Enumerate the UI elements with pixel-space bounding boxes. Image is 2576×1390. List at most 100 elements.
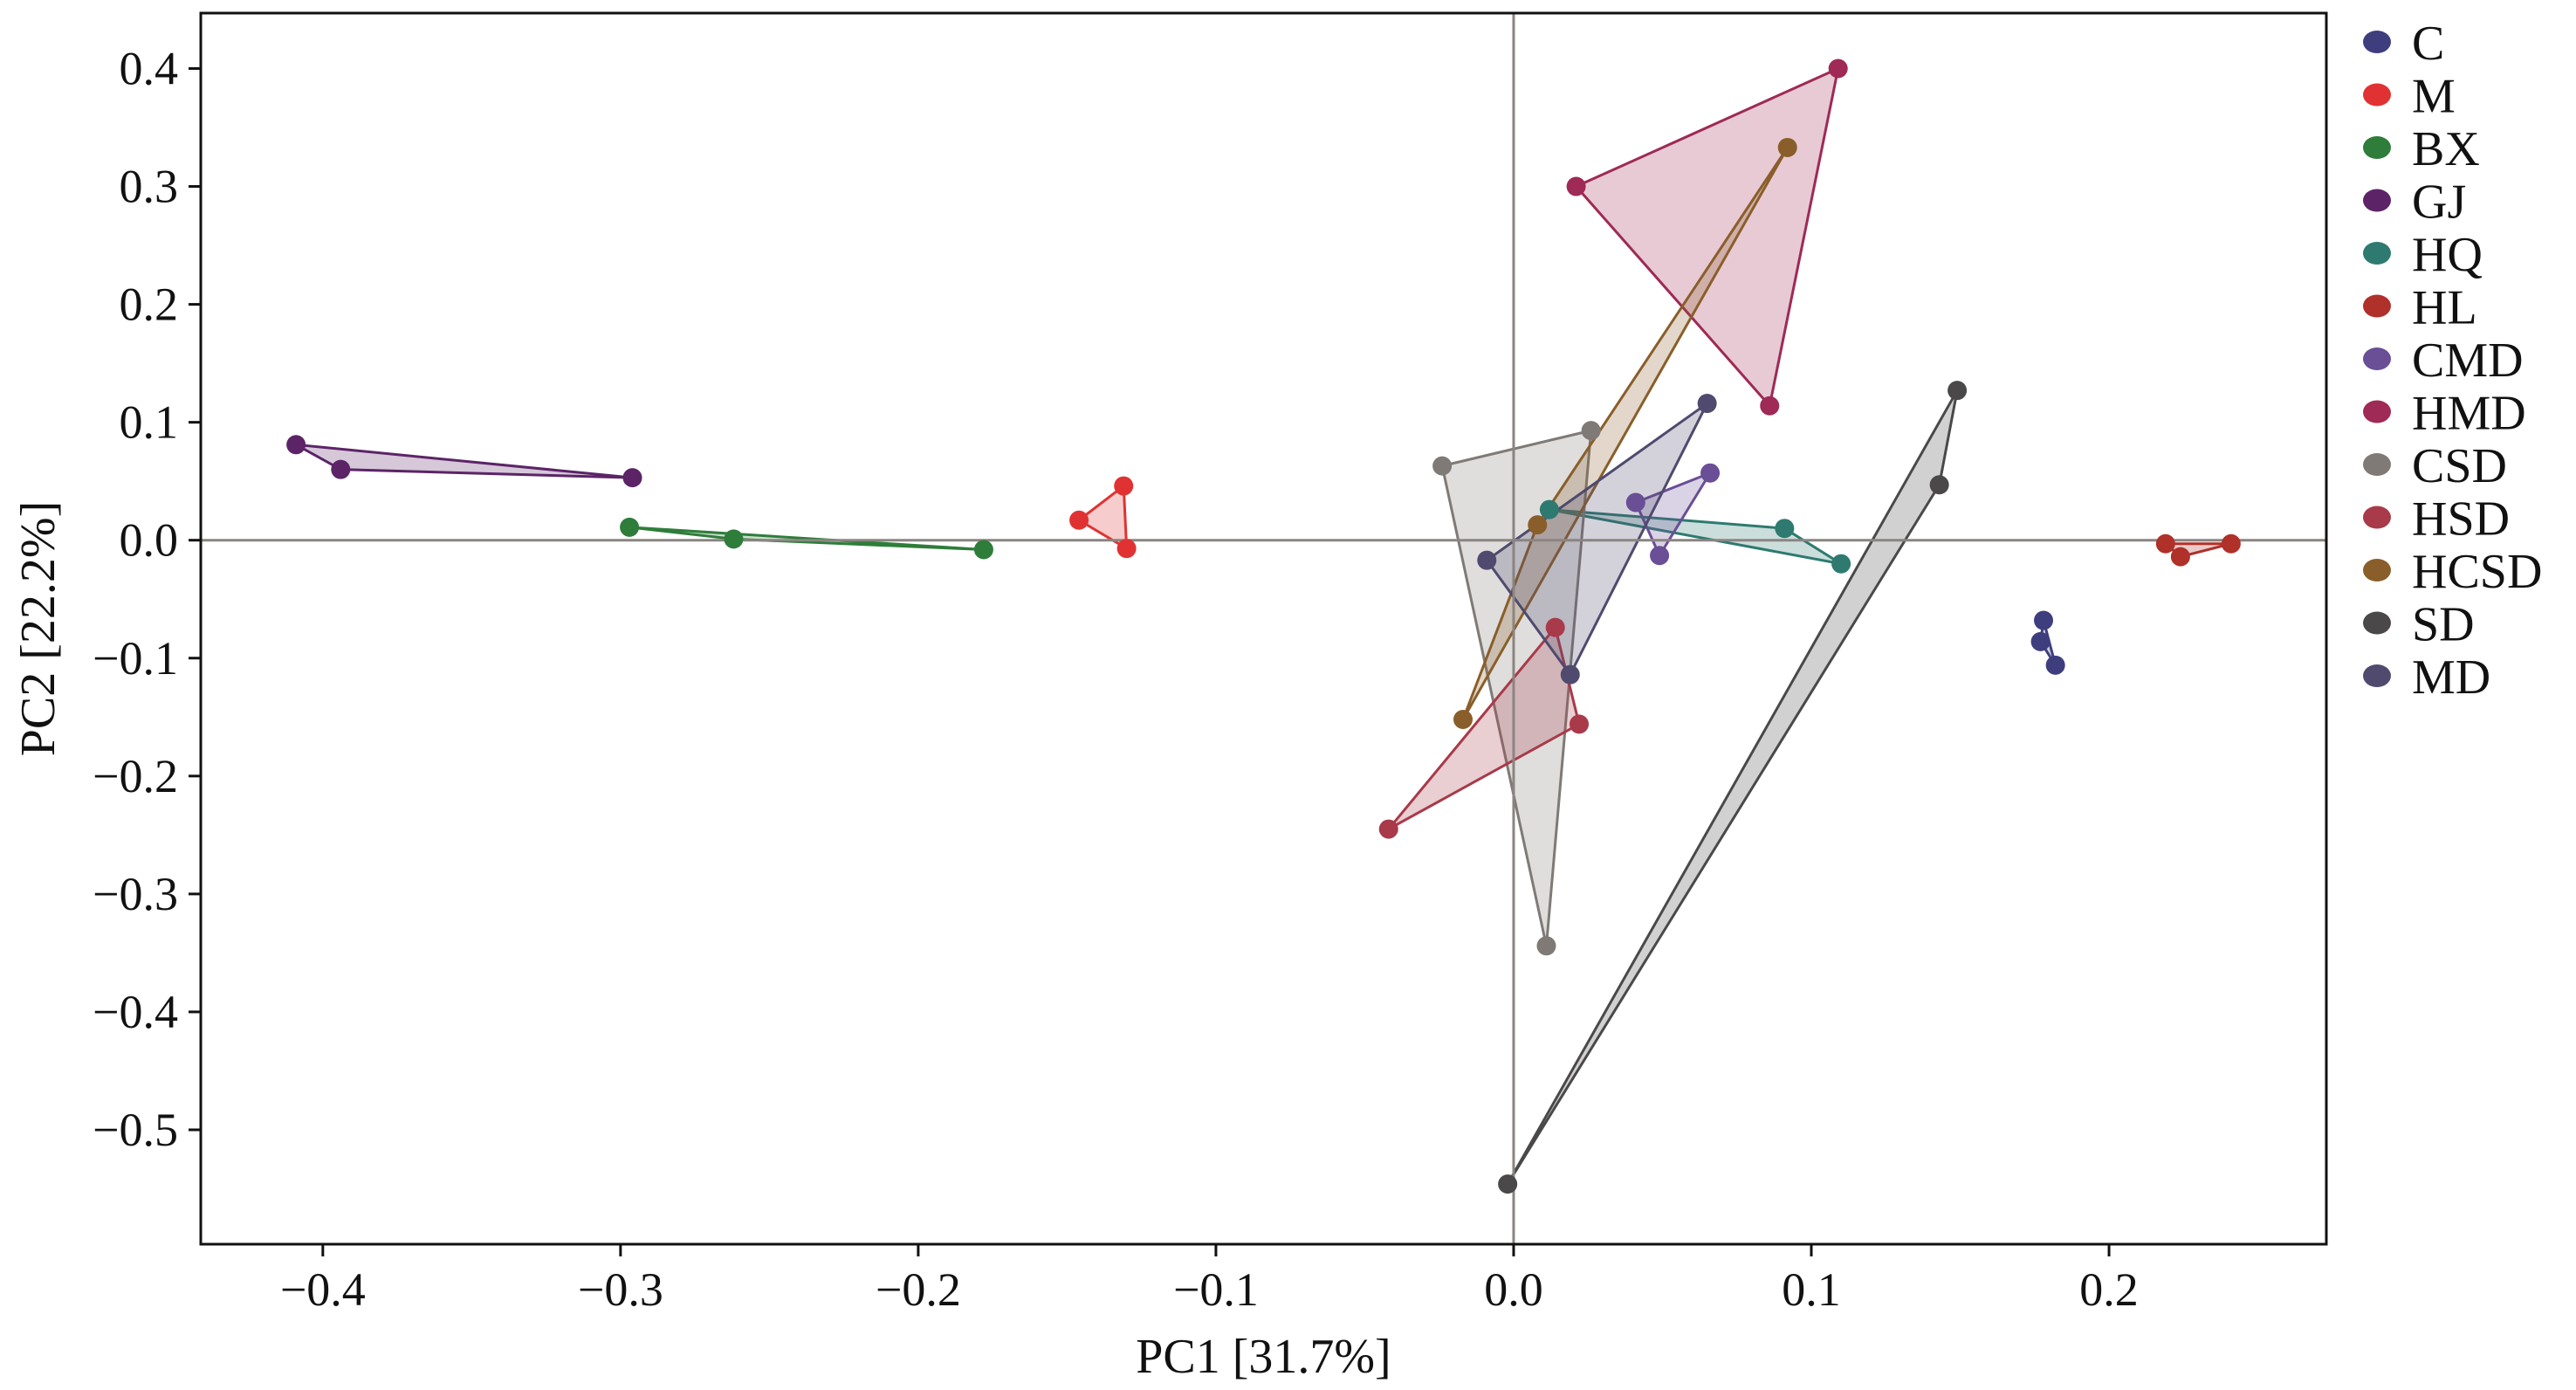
legend-item-bx: BX [2363,122,2480,176]
hull-gj [294,443,635,479]
legend-label: SD [2412,598,2475,652]
hull-hcsd [1461,146,1789,721]
point-cmd-3 [1650,546,1670,566]
point-hcsd-2 [1777,137,1797,157]
legend-label: HQ [2412,228,2483,282]
point-hq-2 [1775,519,1795,539]
point-c-2 [2030,631,2050,651]
legend-marker [2363,559,2391,581]
point-hmd-1 [1566,176,1586,196]
x-tick-label: −0.2 [876,1263,961,1316]
y-tick-label: −0.2 [93,750,178,802]
point-csd-2 [1581,421,1601,441]
point-sd-3 [1498,1174,1518,1194]
x-tick-label: −0.1 [1173,1263,1259,1316]
x-tick-label: 0.2 [2079,1263,2139,1316]
point-hq-1 [1539,499,1559,520]
point-hl-2 [2170,547,2190,567]
legend-marker [2363,136,2391,159]
legend-marker [2363,664,2391,687]
point-cmd-1 [1625,492,1645,513]
point-hcsd-1 [1528,515,1548,535]
legend-label: HMD [2412,387,2526,441]
legend-marker [2363,83,2391,107]
legend-label: GJ [2412,175,2466,230]
hull-hq [1548,508,1843,566]
point-csd-3 [1536,936,1556,956]
point-md-3 [1560,664,1580,685]
y-tick-label: −0.3 [93,868,178,920]
hull-cmd [1634,471,1712,557]
point-hq-3 [1831,554,1851,574]
legend-item-hl: HL [2363,281,2477,335]
legend-item-m: M [2363,70,2456,124]
data-points [286,58,2241,1194]
point-gj-1 [286,435,306,455]
hull-m [1077,485,1129,550]
legend-item-csd: CSD [2363,439,2507,493]
y-tick-label: −0.1 [93,632,178,685]
y-axis-label: PC2 [22.2%] [11,501,65,756]
legend-label: CMD [2412,334,2524,388]
point-sd-1 [1947,381,1968,401]
legend-label: CSD [2412,439,2507,493]
x-axis-ticks: −0.4 −0.3 −0.2 −0.1 0.0 0.1 0.2 [280,1244,2139,1316]
point-bx-2 [724,529,744,549]
legend-marker [2363,294,2391,318]
point-gj-3 [622,468,642,488]
legend-marker [2363,400,2391,423]
hull-bx [628,526,986,552]
y-tick-label: 0.0 [120,514,179,567]
legend-label: M [2412,70,2456,124]
point-c-3 [2034,610,2054,630]
legend-item-sd: SD [2363,598,2475,652]
legend-marker [2363,506,2391,529]
x-axis-label: PC1 [31.7%] [1136,1330,1391,1384]
point-sd-2 [1929,475,1949,495]
legend-item-hmd: HMD [2363,387,2526,441]
point-hl-1 [2155,533,2175,554]
point-gj-2 [331,459,351,479]
point-hl-3 [2221,533,2241,554]
legend-label: HSD [2412,492,2510,547]
legend-marker [2363,348,2391,370]
legend-marker [2363,242,2391,265]
x-tick-label: 0.0 [1484,1263,1543,1316]
point-hsd-3 [1378,819,1398,839]
hull-hmd [1575,66,1840,408]
point-csd-1 [1432,456,1453,476]
point-bx-3 [973,540,993,560]
hull-sd [1506,389,1959,1186]
legend-item-gj: GJ [2363,175,2466,230]
point-hmd-2 [1828,58,1848,79]
point-m-2 [1114,476,1134,496]
y-tick-label: 0.2 [120,279,179,331]
y-tick-label: 0.3 [120,161,179,213]
legend-item-c: C [2363,17,2444,71]
y-tick-label: −0.5 [93,1104,178,1156]
legend-label: HL [2412,281,2477,335]
y-axis-ticks: −0.5 −0.4 −0.3 −0.2 −0.1 0.0 0.1 0.2 0.3 0.4 [93,42,201,1156]
point-hcsd-3 [1453,709,1473,729]
y-tick-label: 0.1 [120,396,179,449]
legend-marker [2363,189,2391,212]
plot-frame [199,11,2328,1246]
x-tick-label: 0.1 [1782,1263,1841,1316]
y-tick-label: −0.4 [93,986,178,1038]
x-tick-label: −0.3 [578,1263,663,1316]
legend-marker [2363,31,2391,53]
legend-label: BX [2412,122,2480,176]
legend-label: MD [2412,650,2490,705]
point-hsd-1 [1545,617,1565,637]
point-md-2 [1697,394,1717,414]
point-cmd-2 [1700,463,1721,483]
point-c-1 [2045,655,2065,675]
legend-label: HCSD [2412,545,2542,599]
point-m-3 [1116,539,1137,559]
point-md-1 [1477,550,1497,570]
point-bx-1 [620,517,640,537]
point-hmd-3 [1760,396,1780,416]
x-tick-label: −0.4 [280,1263,366,1316]
